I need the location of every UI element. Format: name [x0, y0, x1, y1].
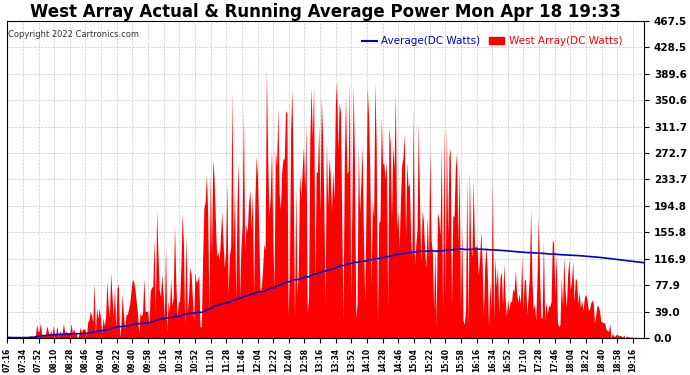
- Legend: Average(DC Watts), West Array(DC Watts): Average(DC Watts), West Array(DC Watts): [357, 32, 627, 51]
- Text: Copyright 2022 Cartronics.com: Copyright 2022 Cartronics.com: [8, 30, 139, 39]
- Title: West Array Actual & Running Average Power Mon Apr 18 19:33: West Array Actual & Running Average Powe…: [30, 3, 621, 21]
